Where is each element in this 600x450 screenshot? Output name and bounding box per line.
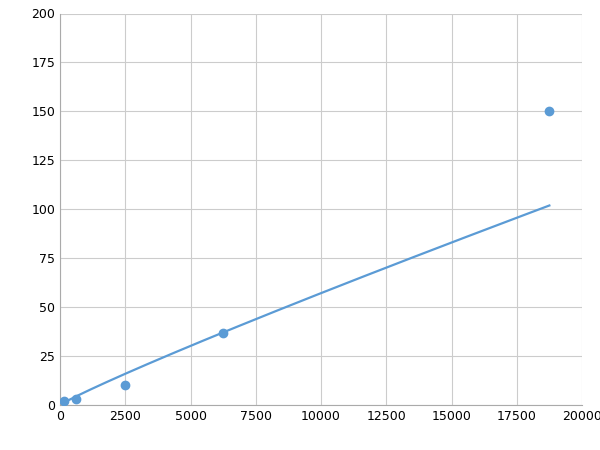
Point	[218, 329, 228, 336]
Point	[71, 396, 81, 403]
Point	[121, 382, 130, 389]
Point	[59, 397, 69, 405]
Point	[545, 108, 554, 115]
